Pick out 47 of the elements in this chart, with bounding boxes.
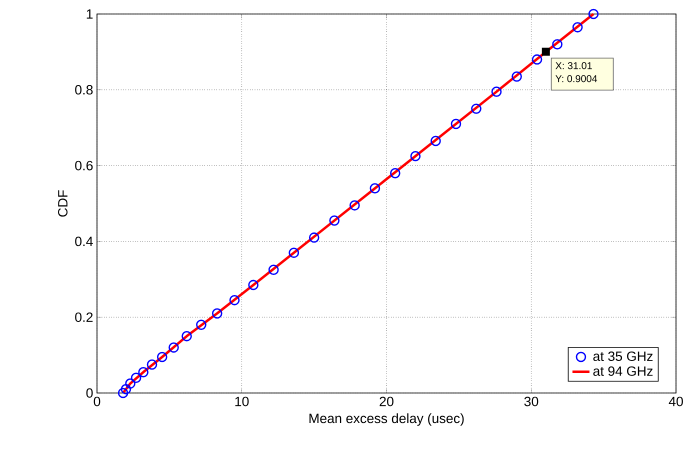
x-tick-label: 10: [235, 396, 249, 406]
x-tick-label: 30: [524, 396, 538, 406]
point: [512, 71, 522, 82]
x-tick-label: 40: [668, 396, 683, 406]
point: [588, 8, 599, 20]
point: [552, 39, 562, 50]
point: [138, 366, 149, 378]
point: [212, 308, 222, 319]
point: [196, 320, 206, 330]
point: [471, 104, 482, 114]
x-axis-title: Mean excess delay (usec): [309, 413, 464, 426]
point: [229, 294, 240, 306]
point: [146, 359, 158, 370]
point: [450, 118, 462, 130]
y-tick-label: 0.6: [75, 160, 93, 170]
y-tick-label: 0.4: [75, 236, 93, 246]
y-tick-label: 0: [86, 388, 93, 398]
point: [329, 215, 340, 226]
point: [248, 280, 259, 290]
y-tick-label: 1: [86, 9, 93, 19]
legend-label: at 35 GHz: [593, 351, 653, 362]
point: [532, 54, 542, 65]
point: [410, 150, 421, 162]
point: [430, 136, 441, 146]
point: [390, 168, 400, 178]
y-tick-label: 0.8: [75, 85, 93, 95]
annotation: Y: 0.9004: [555, 75, 598, 82]
point: [120, 384, 132, 394]
y-axis-title: CDF: [58, 190, 68, 217]
point: [118, 388, 128, 398]
legend-label: at 94 GHz: [593, 366, 653, 376]
point: [182, 330, 192, 342]
point: [168, 342, 179, 353]
y-tick-label: 0.2: [75, 312, 93, 322]
x-tick-label: 20: [380, 396, 394, 406]
point: [156, 352, 168, 362]
point: [308, 232, 320, 243]
point: [370, 183, 380, 194]
x-tick-label: 0: [94, 396, 100, 406]
point: [268, 264, 279, 276]
point: [125, 378, 136, 389]
annotation: X: 31.01: [555, 62, 592, 70]
point: [130, 372, 142, 384]
point: [288, 248, 300, 258]
point: [491, 86, 502, 97]
point: [349, 200, 360, 211]
point: [572, 22, 583, 32]
